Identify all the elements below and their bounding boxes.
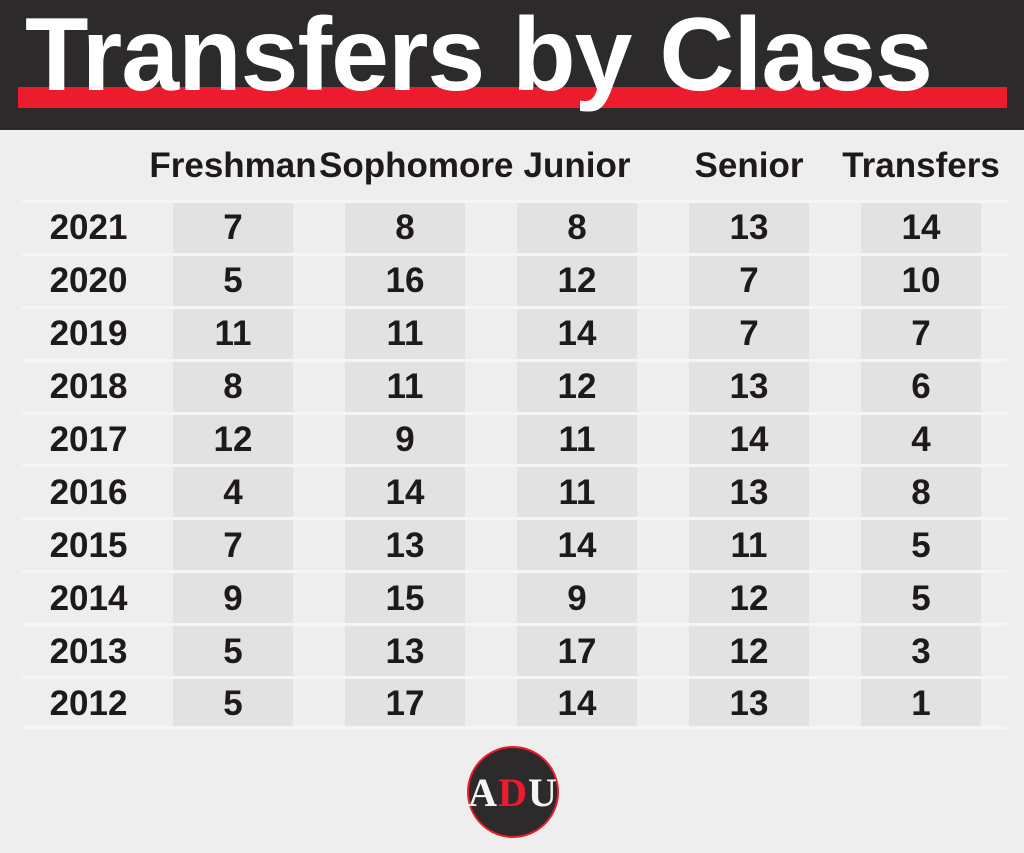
value-cell: 5 <box>911 525 931 565</box>
value-cell: 12 <box>557 367 597 407</box>
value-cell: 15 <box>385 578 425 618</box>
value-cell: 8 <box>395 208 415 248</box>
value-cell: 7 <box>223 208 243 248</box>
column-header-row: Freshman Sophomore Junior Senior Transfe… <box>22 130 1007 200</box>
value-cell: 14 <box>557 684 597 724</box>
value-cell: 12 <box>557 261 597 301</box>
table-row-2013: 2013 5 13 17 12 3 <box>22 623 1007 676</box>
value-cell: 7 <box>739 314 759 354</box>
table-row-2014: 2014 9 15 9 12 5 <box>22 570 1007 623</box>
value-cell: 4 <box>911 420 931 459</box>
logo-letter: A <box>468 769 499 815</box>
logo-letter: D <box>498 769 528 815</box>
table-row-2016: 2016 4 14 11 13 8 <box>22 464 1007 517</box>
year-cell: 2019 <box>49 314 128 354</box>
table-row-2015: 2015 7 13 14 11 5 <box>22 517 1007 570</box>
year-cell: 2015 <box>49 525 128 565</box>
transfers-table: 2021 7 8 8 13 14 2020 5 16 12 7 10 2019 … <box>22 200 1007 729</box>
value-cell: 13 <box>729 684 769 724</box>
value-cell: 5 <box>223 631 243 671</box>
year-cell: 2013 <box>49 631 128 671</box>
value-cell: 13 <box>729 472 769 512</box>
table-row-2018: 2018 8 11 12 13 6 <box>22 358 1007 412</box>
adu-logo: A D U <box>467 746 559 838</box>
year-cell: 2021 <box>49 208 128 248</box>
value-cell: 8 <box>911 472 931 512</box>
value-cell: 5 <box>911 578 931 618</box>
table-row-2012: 2012 5 17 14 13 1 <box>22 676 1007 729</box>
value-cell: 8 <box>567 208 587 248</box>
value-cell: 14 <box>729 420 769 459</box>
value-cell: 11 <box>214 314 252 354</box>
year-cell: 2016 <box>49 472 128 512</box>
table-row-2020: 2020 5 16 12 7 10 <box>22 252 1007 306</box>
column-header-transfers: Transfers <box>842 145 1000 185</box>
value-cell: 9 <box>223 578 243 618</box>
value-cell: 14 <box>901 208 941 248</box>
page-title: Transfers by Class <box>25 0 933 113</box>
value-cell: 17 <box>385 684 425 724</box>
year-cell: 2017 <box>49 420 128 459</box>
table-row-2017: 2017 12 9 11 14 4 <box>22 411 1007 465</box>
value-cell: 11 <box>558 472 596 512</box>
value-cell: 12 <box>729 578 769 618</box>
value-cell: 7 <box>739 261 759 301</box>
column-header-sophomore: Sophomore <box>319 145 514 185</box>
value-cell: 7 <box>911 314 931 354</box>
year-cell: 2012 <box>49 684 128 724</box>
value-cell: 13 <box>385 525 425 565</box>
value-cell: 14 <box>557 314 597 354</box>
value-cell: 16 <box>385 261 425 301</box>
value-cell: 10 <box>901 261 941 301</box>
title-underline <box>18 87 1007 108</box>
value-cell: 13 <box>729 367 769 407</box>
value-cell: 7 <box>223 525 243 565</box>
value-cell: 12 <box>729 631 769 671</box>
table-row-2019: 2019 11 11 14 7 7 <box>22 305 1007 359</box>
value-cell: 14 <box>385 472 425 512</box>
title-bar: Transfers by Class <box>0 0 1024 130</box>
value-cell: 9 <box>395 420 415 459</box>
value-cell: 5 <box>223 684 243 724</box>
value-cell: 11 <box>386 314 424 354</box>
value-cell: 17 <box>557 631 597 671</box>
year-cell: 2014 <box>49 578 128 618</box>
value-cell: 9 <box>567 578 587 618</box>
table-row-2021: 2021 7 8 8 13 14 <box>22 200 1007 253</box>
value-cell: 11 <box>558 420 596 459</box>
value-cell: 8 <box>223 367 243 407</box>
value-cell: 13 <box>729 208 769 248</box>
column-header-junior: Junior <box>523 145 631 185</box>
value-cell: 4 <box>223 472 243 512</box>
year-cell: 2018 <box>49 367 128 407</box>
value-cell: 13 <box>385 631 425 671</box>
value-cell: 6 <box>911 367 931 407</box>
value-cell: 1 <box>911 684 931 724</box>
column-header-freshman: Freshman <box>149 145 317 185</box>
value-cell: 5 <box>223 261 243 301</box>
value-cell: 11 <box>730 525 768 565</box>
year-cell: 2020 <box>49 261 128 301</box>
value-cell: 11 <box>386 367 424 407</box>
logo-letter: U <box>527 769 558 815</box>
value-cell: 3 <box>911 631 931 671</box>
value-cell: 12 <box>213 420 253 459</box>
column-header-senior: Senior <box>694 145 804 185</box>
value-cell: 14 <box>557 525 597 565</box>
